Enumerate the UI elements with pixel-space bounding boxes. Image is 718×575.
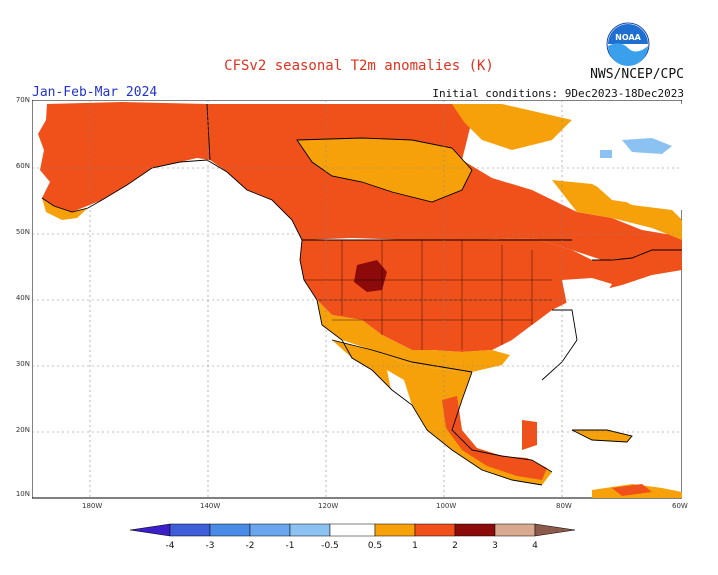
pacific-coastline (41, 159, 543, 486)
alaska-canada-border (206, 103, 211, 161)
colorbar-label: -3 (206, 541, 215, 551)
colorbar-bin (169, 523, 211, 537)
anomaly-fields (38, 102, 682, 498)
colorbar-label: -2 (246, 541, 255, 551)
colorbar-label: 1 (412, 541, 418, 551)
lon-label-100w: 100W (436, 502, 457, 510)
greenland-cool-patch-2 (600, 150, 612, 158)
us-mexico-border (331, 339, 473, 373)
colorbar-low-arrow (130, 523, 171, 537)
map-title: CFSv2 seasonal T2m anomalies (K) (224, 58, 494, 74)
colorbar-label: 4 (532, 541, 538, 551)
alaska-region (38, 102, 210, 212)
season-label: Jan-Feb-Mar 2024 (32, 85, 158, 100)
colorbar-label: -1 (286, 541, 295, 551)
anomaly-map (32, 100, 682, 499)
colorbar-bin (454, 523, 496, 537)
agency-label: NWS/NCEP/CPC (590, 67, 684, 82)
colorbar-label: -4 (166, 541, 175, 551)
cuba-coastline (571, 429, 633, 443)
lat-label-20n: 20N (15, 426, 30, 434)
rockies-hotspot (354, 260, 387, 292)
colorbar-label: 0.5 (368, 541, 382, 551)
lat-label-60n: 60N (15, 162, 30, 170)
hudson-bay-coastline (296, 137, 473, 203)
colorbar-bin (289, 523, 331, 537)
mexico-region (332, 340, 552, 485)
southwest-orange (317, 300, 510, 372)
lon-label-120w: 120W (318, 502, 339, 510)
noaa-logo-text: NOAA (615, 33, 641, 42)
colorbar: -4 -3 -2 -1 -0.5 0.5 1 2 3 4 (130, 523, 576, 551)
colorbar-bin (249, 523, 291, 537)
colorbar-bin (494, 523, 536, 537)
noaa-logo: NOAA (606, 22, 650, 66)
state-borders (304, 240, 552, 350)
lat-label-40n: 40N (15, 294, 30, 302)
lat-label-70n: 70N (15, 96, 30, 104)
colorbar-label: 3 (492, 541, 498, 551)
colorbar-bin (329, 523, 376, 537)
coastlines (41, 103, 682, 486)
lon-label-80w: 80W (556, 502, 572, 510)
graticule (32, 100, 682, 498)
southeast-white (510, 310, 577, 380)
colorbar-bin (209, 523, 251, 537)
lat-label-10n: 10N (15, 490, 30, 498)
alaska-coast-orange (42, 198, 88, 220)
lon-label-180w: 180W (82, 502, 103, 510)
central-america-red (522, 420, 537, 450)
usa-region (300, 238, 682, 352)
lon-label-60w: 60W (672, 502, 688, 510)
hudson-bay-orange (297, 138, 472, 202)
gulf-coastline (451, 371, 553, 473)
greenland-area (502, 104, 682, 210)
colorbar-bin (374, 523, 416, 537)
colorbar-label: 2 (452, 541, 458, 551)
canada-east-coastline (592, 249, 682, 261)
lat-label-50n: 50N (15, 228, 30, 236)
arctic-islands-orange (452, 104, 572, 150)
south-america-red (612, 484, 652, 496)
atlantic-coastline (541, 309, 578, 381)
mexico-coast-red (442, 396, 547, 480)
initial-conditions-label: Initial conditions: 9Dec2023-18Dec2023 (432, 87, 684, 100)
lon-label-row: 180W 140W 120W 100W 80W 60W (32, 502, 688, 512)
labrador-orange (552, 180, 682, 240)
greenland-cool-patch (622, 138, 672, 154)
colorbar-label: -0.5 (321, 541, 339, 551)
colorbar-bin (414, 523, 456, 537)
colorbar-high-arrow (534, 523, 576, 537)
lon-label-140w: 140W (200, 502, 221, 510)
lat-label-30n: 30N (15, 360, 30, 368)
northeast-white (562, 278, 612, 310)
cuba-region (572, 430, 632, 442)
